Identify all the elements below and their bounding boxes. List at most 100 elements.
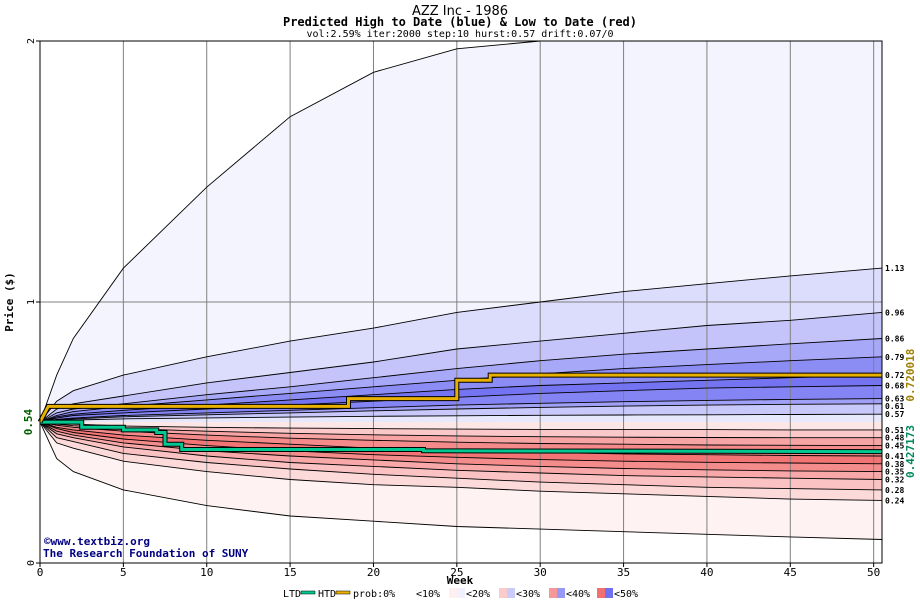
lower-band-7	[40, 422, 882, 446]
paths-layer	[37, 372, 883, 455]
x-tick-label-25: 25	[450, 566, 463, 579]
x-tick-label-40: 40	[700, 566, 713, 579]
band-value-label-3: 0.79	[885, 353, 904, 362]
x-tick-label-10: 10	[200, 566, 213, 579]
lower-band-1	[40, 422, 882, 501]
legend-swatch-20-blue	[507, 588, 515, 598]
legend-p20-label: <20%	[466, 589, 490, 600]
band-value-label-15: 0.32	[885, 476, 904, 485]
upper-band-7	[40, 398, 882, 423]
right-labels-layer: 1.13 0.96 0.86 0.79 0.72 0.68 0.630.610.57 0.51…	[885, 264, 904, 505]
y-tick-label-1: 1	[26, 299, 37, 305]
legend-swatch-20-red	[499, 588, 507, 598]
legend: LTD HTD prob:0% <10% <20% <30% <40% <50%	[283, 588, 638, 600]
upper-band-8	[40, 403, 882, 423]
band-value-label-0: 1.13	[885, 264, 904, 273]
lower-band-0	[40, 422, 882, 540]
band-value-label-13: 0.38	[885, 460, 904, 469]
band-line-3	[39, 338, 883, 423]
y-tick-label-0: 0	[26, 560, 37, 566]
band-value-label-4: 0.72	[885, 371, 904, 380]
legend-htd-label: HTD	[318, 589, 336, 600]
x-tick-label-0: 0	[37, 566, 44, 579]
chart-subtitle: Predicted High to Date (blue) & Low to D…	[283, 15, 637, 29]
band-value-label-10: 0.48	[885, 434, 904, 443]
upper-band-5	[40, 375, 882, 423]
legend-swatch-40-blue	[605, 588, 613, 598]
lower-band-9	[40, 422, 882, 430]
x-tick-label-5: 5	[120, 566, 127, 579]
axes-layer: 0 5 10 15 20 25 30 35 40 45 50 0 1 2	[26, 38, 883, 579]
upper-band-9	[40, 414, 882, 423]
y-axis-label: Price ($)	[3, 272, 16, 332]
chart-params: vol:2.59% iter:2000 step:10 hurst:0.57 d…	[306, 29, 613, 40]
band-value-label-6: 0.63	[885, 395, 904, 404]
band-value-label-8: 0.57	[885, 410, 904, 419]
legend-p10-label: <10%	[416, 589, 440, 600]
upper-band-6	[40, 385, 882, 423]
lower-band-6	[40, 422, 882, 456]
legend-ltd-swatch	[300, 590, 316, 595]
upper-band-3	[40, 338, 882, 423]
x-tick-label-15: 15	[283, 566, 296, 579]
legend-htd-swatch	[335, 590, 351, 595]
band-line-17	[39, 421, 883, 447]
band-lines-layer	[39, 40, 883, 540]
band-line-1	[39, 267, 883, 423]
band-value-label-9: 0.51	[885, 426, 904, 435]
credit-org: The Research Foundation of SUNY	[43, 547, 249, 560]
start-price-label: 0.54	[22, 408, 35, 435]
upper-band-1	[40, 268, 882, 423]
legend-p50-label: <50%	[614, 589, 638, 600]
lower-band-4	[40, 422, 882, 472]
band-line-5	[39, 374, 883, 423]
legend-swatch-40-red	[597, 588, 605, 598]
x-tick-label-50: 50	[867, 566, 880, 579]
band-line-4	[39, 356, 883, 423]
ltd-path	[40, 420, 883, 454]
band-value-label-12: 0.41	[885, 452, 904, 461]
band-line-7	[39, 398, 883, 423]
band-value-label-11: 0.45	[885, 442, 904, 451]
band-line-8	[39, 403, 883, 423]
chart-title: AZZ Inc - 1986	[412, 4, 508, 19]
band-line-15	[39, 421, 883, 465]
htd-path	[38, 373, 882, 423]
legend-swatch-0	[398, 588, 414, 598]
upper-band-2	[40, 312, 882, 423]
band-line-2	[39, 311, 883, 423]
upper-band-0	[40, 41, 882, 423]
band-value-label-17: 0.24	[885, 496, 904, 505]
band-value-label-2: 0.86	[885, 335, 904, 344]
band-value-label-1: 0.96	[885, 308, 904, 317]
x-tick-label-35: 35	[617, 566, 630, 579]
band-line-6	[39, 385, 883, 423]
band-line-18	[39, 421, 882, 439]
band-line-13	[39, 421, 883, 480]
x-axis-label: Week	[447, 574, 474, 587]
x-tick-label-30: 30	[534, 566, 547, 579]
lower-band-3	[40, 422, 882, 480]
lower-band-2	[40, 422, 882, 490]
bands-layer	[40, 41, 882, 540]
legend-p30-label: <30%	[516, 589, 540, 600]
x-tick-label-20: 20	[367, 566, 380, 579]
legend-swatch-30-red	[549, 588, 557, 598]
legend-prob-label: prob:0%	[353, 589, 395, 600]
y-tick-label-2: 2	[26, 38, 37, 44]
legend-swatch-10-red	[449, 588, 457, 598]
band-line-14	[39, 421, 883, 473]
credit-site: ©www.textbiz.org	[44, 535, 150, 548]
legend-swatch-30-blue	[557, 588, 565, 598]
legend-swatch-10-blue	[457, 588, 465, 598]
legend-p40-label: <40%	[566, 589, 590, 600]
legend-ltd-label: LTD	[283, 589, 301, 600]
ltd-value-label: 0.427173	[904, 425, 917, 478]
band-value-label-7: 0.61	[885, 402, 904, 411]
band-line-11	[39, 421, 883, 501]
htd-value-label: 0.720018	[904, 349, 917, 402]
lower-band-5	[40, 422, 882, 464]
band-value-label-5: 0.68	[885, 382, 904, 391]
band-line-12	[39, 421, 883, 491]
